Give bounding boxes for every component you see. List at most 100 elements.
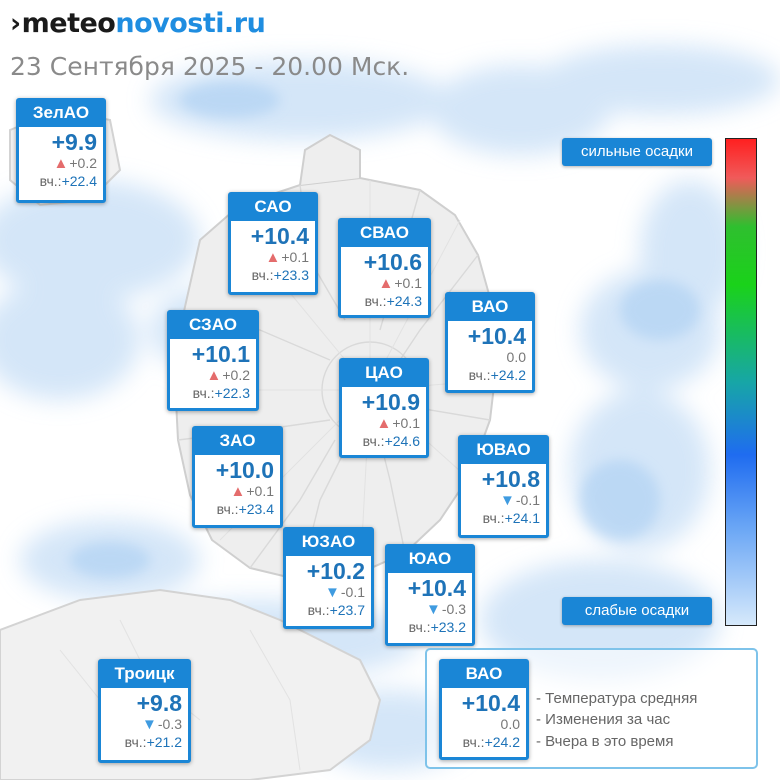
temperature-value: +10.4 [407,575,466,601]
temperature-value: +10.2 [306,558,365,584]
yesterday-value: +24.2 [484,734,520,750]
district-name: СЗАО [170,313,256,339]
yesterday-label: вч.: [216,501,239,517]
hourly-change-value: -0.1 [515,492,540,508]
trend-up-icon: ▲ [206,367,222,384]
temperature-value: +10.0 [215,457,274,483]
hourly-change: ▼-0.1 [286,584,371,601]
trend-down-icon: ▼ [426,601,441,618]
yesterday-label: вч.: [251,267,274,283]
site-logo: ›meteonovosti.ru [10,8,266,39]
hourly-change: ▲+0.1 [231,249,315,266]
hourly-change: ▼-0.1 [461,492,546,509]
district-card-cao: ЦАО +10.9 ▲+0.1 вч.:+24.6 [339,358,429,458]
yesterday-value: +23.3 [273,267,309,283]
legend-line-temperature: - Температура средняя [536,690,698,707]
trend-up-icon: ▲ [378,275,394,292]
district-card-yuvao: ЮВАО +10.8 ▼-0.1 вч.:+24.1 [458,435,549,538]
legend-sample-card: ВАО +10.4 0.0 вч.:+24.2 [439,659,529,760]
chevron-right-icon: › [10,8,21,39]
yesterday-value: +22.3 [214,385,250,401]
yesterday-temperature: вч.:+24.2 [442,733,526,752]
hourly-change-value: +0.1 [246,483,274,499]
yesterday-value: +21.2 [146,734,182,750]
trend-up-icon: ▲ [265,249,281,266]
district-card-sao: САО +10.4 ▲+0.1 вч.:+23.3 [228,192,318,295]
yesterday-label: вч.: [462,734,485,750]
temperature-value: +10.4 [250,223,309,249]
hourly-change: ▼-0.3 [101,716,188,733]
district-name: ЮАО [388,547,472,573]
yesterday-temperature: вч.:+23.7 [286,601,371,620]
district-card-vao: ВАО +10.4 0.0 вч.:+24.2 [445,292,535,393]
hourly-change-value: -0.3 [441,601,466,617]
yesterday-temperature: вч.:+24.6 [342,432,426,451]
temperature-value: +10.8 [481,466,540,492]
district-card-yuao: ЮАО +10.4 ▼-0.3 вч.:+23.2 [385,544,475,646]
yesterday-temperature: вч.:+23.3 [231,266,315,285]
date-time-title: 23 Сентября 2025 - 20.00 Мск. [10,52,410,81]
hourly-change-value: +0.1 [392,415,420,431]
district-name: ВАО [448,295,532,321]
yesterday-temperature: вч.:+21.2 [101,733,188,752]
district-card-zao: ЗАО +10.0 ▲+0.1 вч.:+23.4 [192,426,283,528]
hourly-change: ▲+0.1 [342,415,426,432]
hourly-change: ▲+0.1 [341,275,428,292]
yesterday-value: +24.6 [384,433,420,449]
hourly-change-value: +0.2 [69,155,97,171]
district-name: САО [231,195,315,221]
yesterday-value: +22.4 [61,173,97,189]
hourly-change: 0.0 [442,716,526,733]
district-name: СВАО [341,221,428,247]
hourly-change-value: +0.1 [394,275,422,291]
hourly-change: 0.0 [448,349,532,366]
yesterday-value: +24.2 [490,367,526,383]
district-name: ЮЗАО [286,530,371,556]
precip-low-label: слабые осадки [562,597,712,625]
hourly-change: ▼-0.3 [388,601,472,618]
yesterday-temperature: вч.:+24.1 [461,509,546,528]
legend-line-yesterday: - Вчера в это время [536,733,674,750]
yesterday-label: вч.: [362,433,385,449]
district-name: Троицк [101,662,188,688]
logo-text-prefix: meteo [21,8,116,39]
temperature-value: +9.8 [136,690,182,716]
yesterday-value: +24.3 [386,293,422,309]
hourly-change-value: 0.0 [506,349,526,365]
yesterday-label: вч.: [408,619,431,635]
yesterday-label: вч.: [39,173,62,189]
trend-up-icon: ▲ [230,483,246,500]
trend-up-icon: ▲ [376,415,392,432]
hourly-change: ▲+0.2 [170,367,256,384]
yesterday-temperature: вч.:+23.4 [195,500,280,519]
district-name: ЮВАО [461,438,546,464]
temperature-value: +10.4 [467,323,526,349]
district-card-svao: СВАО +10.6 ▲+0.1 вч.:+24.3 [338,218,431,318]
precipitation-color-scale [725,138,757,626]
yesterday-value: +23.7 [329,602,365,618]
yesterday-temperature: вч.:+22.3 [170,384,256,403]
district-name: ЦАО [342,361,426,387]
yesterday-label: вч.: [307,602,330,618]
logo-text-main: novosti.ru [115,8,266,39]
hourly-change-value: +0.1 [281,249,309,265]
district-card-troitsk: Троицк +9.8 ▼-0.3 вч.:+21.2 [98,659,191,763]
yesterday-label: вч.: [192,385,215,401]
hourly-change: ▲+0.2 [19,155,103,172]
yesterday-temperature: вч.:+23.2 [388,618,472,637]
temperature-value: +9.9 [51,129,97,155]
district-card-szao: СЗАО +10.1 ▲+0.2 вч.:+22.3 [167,310,259,411]
yesterday-label: вч.: [468,367,491,383]
trend-down-icon: ▼ [325,584,340,601]
yesterday-label: вч.: [124,734,147,750]
trend-down-icon: ▼ [142,716,157,733]
yesterday-temperature: вч.:+22.4 [19,172,103,191]
hourly-change-value: 0.0 [500,716,520,732]
district-name: ЗАО [195,429,280,455]
hourly-change-value: +0.2 [222,367,250,383]
yesterday-value: +23.4 [238,501,274,517]
temperature-value: +10.9 [361,389,420,415]
yesterday-label: вч.: [482,510,505,526]
hourly-change-value: -0.1 [340,584,365,600]
yesterday-label: вч.: [364,293,387,309]
